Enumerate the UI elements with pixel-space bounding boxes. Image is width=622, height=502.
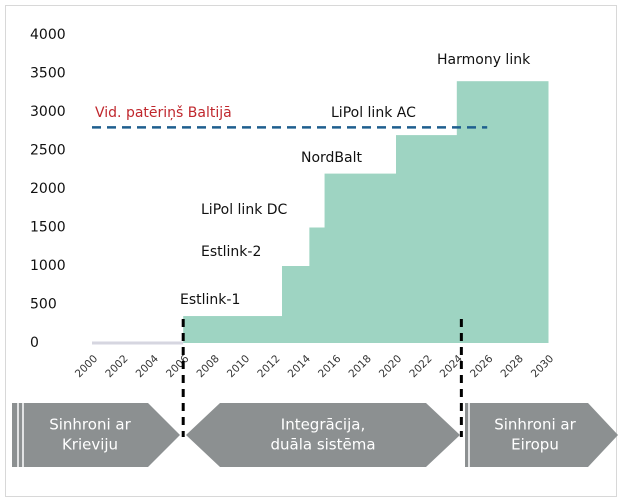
y-tick-label: 2000 — [30, 181, 66, 197]
y-tick-label: 0 — [30, 335, 39, 351]
timeline-label: duāla sistēma — [270, 436, 375, 454]
x-tick-label: 2014 — [286, 353, 314, 381]
y-tick-label: 3000 — [30, 104, 66, 120]
timeline-label: Eiropu — [511, 436, 559, 454]
x-tick-label: 2010 — [225, 353, 252, 380]
step — [396, 135, 458, 343]
x-tick-label: 2004 — [134, 353, 162, 381]
timeline-label: Integrācija, — [281, 416, 365, 434]
annotation: Harmony link — [437, 52, 531, 68]
reference-label: Vid. patēriņš Baltijā — [95, 105, 232, 121]
x-tick-label: 2028 — [498, 353, 525, 380]
annotation: NordBalt — [301, 150, 363, 166]
x-tick-label: 2006 — [164, 353, 192, 381]
x-tick-label: 2002 — [103, 353, 130, 380]
x-tick-label: 2012 — [255, 353, 282, 380]
x-tick-label: 2026 — [468, 353, 496, 381]
timeline-label: Sinhroni ar — [49, 416, 131, 434]
x-tick-label: 2020 — [377, 353, 404, 380]
annotation: Estlink-2 — [201, 244, 261, 260]
y-tick-label: 3500 — [30, 66, 66, 82]
timeline-label: Krieviju — [62, 436, 118, 454]
step — [456, 81, 549, 343]
y-tick-label: 1500 — [30, 220, 66, 236]
timeline-arrow — [12, 403, 180, 467]
step — [324, 173, 397, 343]
y-tick-label: 500 — [30, 297, 57, 313]
annotation: LiPol link DC — [201, 202, 288, 218]
timeline-label: Sinhroni ar — [494, 416, 576, 434]
y-tick-label: 1000 — [30, 258, 66, 274]
y-tick-label: 2500 — [30, 143, 66, 159]
x-tick-label: 2000 — [73, 353, 100, 380]
annotation: Estlink-1 — [180, 292, 240, 308]
timeline-arrow — [465, 403, 618, 467]
y-tick-label: 4000 — [30, 27, 66, 43]
x-tick-label: 2022 — [407, 353, 434, 380]
x-tick-label: 2016 — [316, 353, 344, 381]
x-tick-label: 2030 — [529, 353, 556, 380]
frame — [5, 5, 617, 497]
step — [309, 227, 326, 343]
step — [183, 316, 283, 343]
x-tick-label: 2018 — [346, 353, 373, 380]
annotation: LiPol link AC — [331, 105, 416, 121]
step — [282, 266, 310, 343]
x-tick-label: 2008 — [194, 353, 221, 380]
timeline-arrow — [186, 403, 460, 467]
